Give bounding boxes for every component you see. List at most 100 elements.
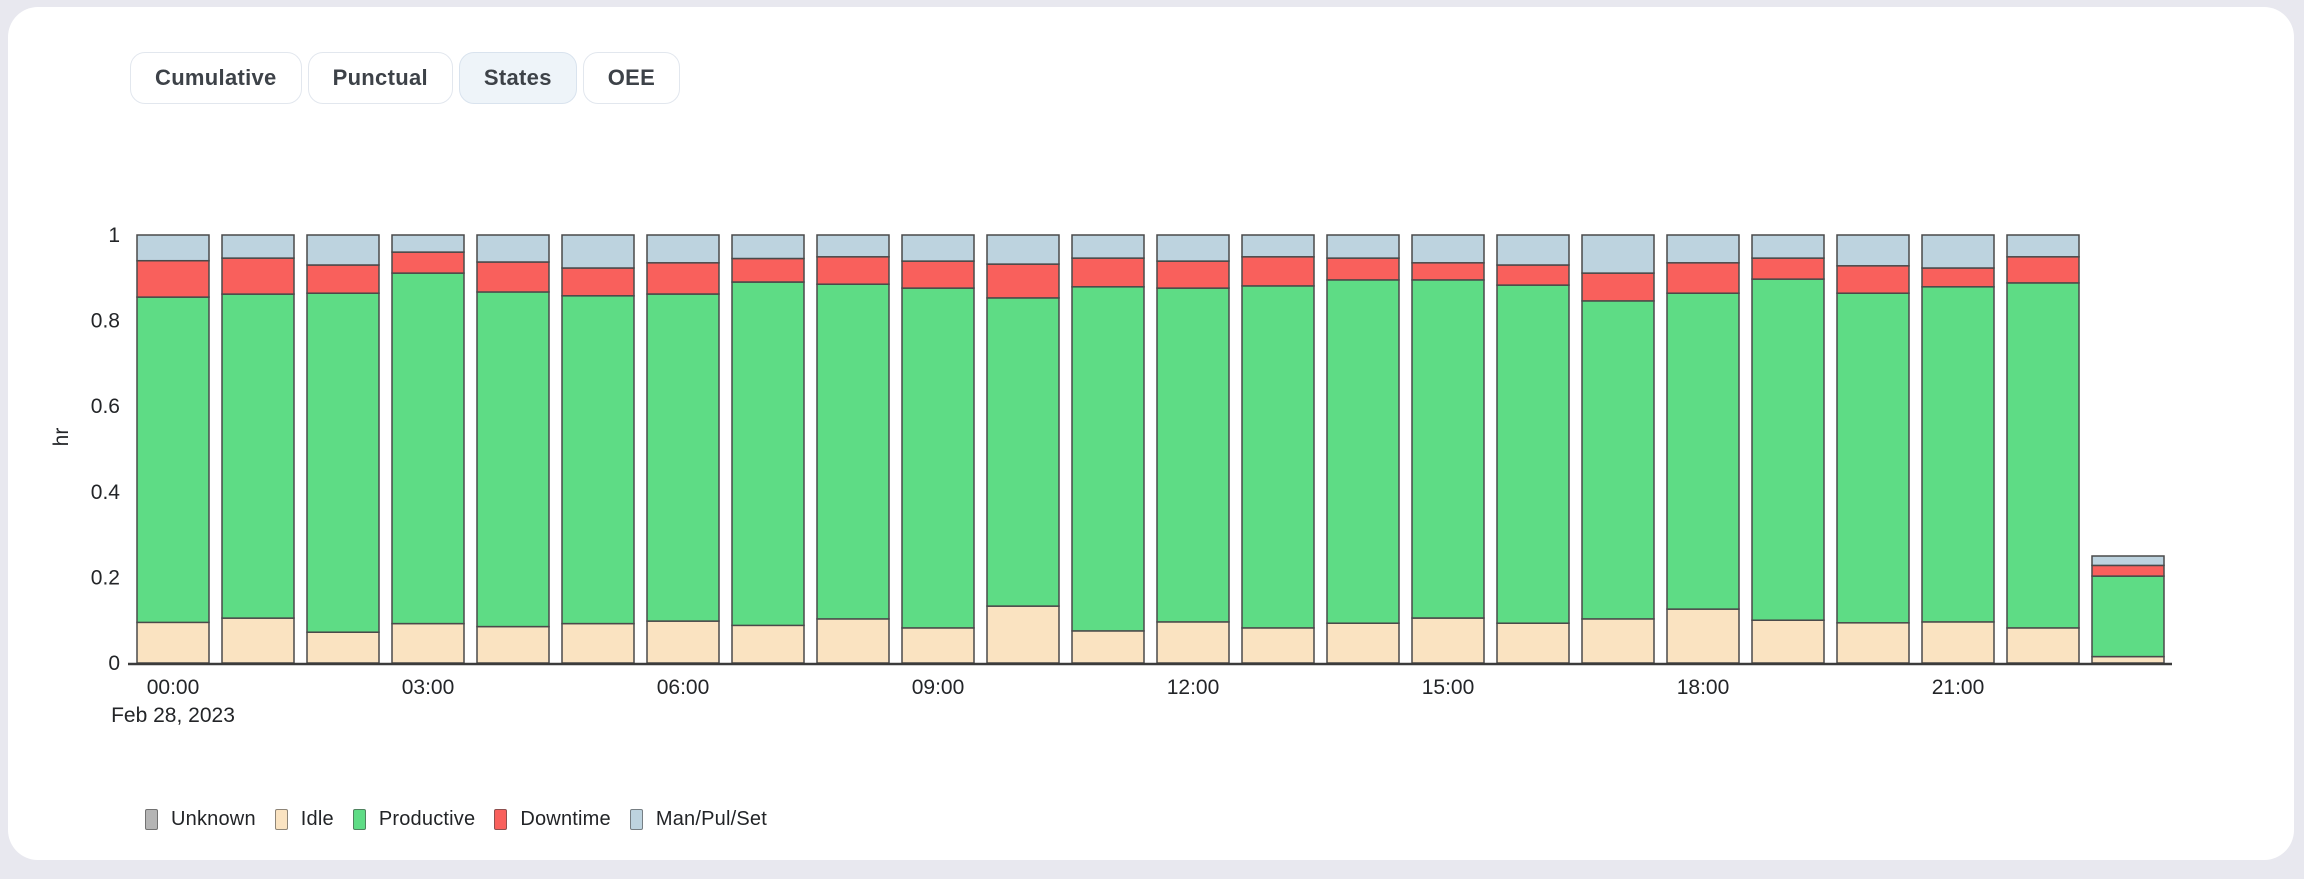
bar-segment-idle-18:00[interactable]: [1666, 608, 1740, 664]
bar-segment-man-pul-set-11:00[interactable]: [1071, 234, 1145, 259]
bar-segment-idle-09:00[interactable]: [901, 627, 975, 664]
bar-segment-idle-14:00[interactable]: [1326, 622, 1400, 664]
legend-item-downtime[interactable]: Downtime: [494, 808, 611, 831]
bar-segment-man-pul-set-23:00[interactable]: [2091, 555, 2165, 567]
bar-segment-productive-17:00[interactable]: [1581, 300, 1655, 620]
bar-segment-idle-05:00[interactable]: [561, 622, 635, 664]
bar-segment-productive-09:00[interactable]: [901, 287, 975, 629]
bar-segment-idle-01:00[interactable]: [221, 617, 295, 664]
bar-segment-idle-19:00[interactable]: [1751, 619, 1825, 664]
bar-segment-man-pul-set-16:00[interactable]: [1496, 234, 1570, 266]
bar-segment-man-pul-set-10:00[interactable]: [986, 234, 1060, 265]
bar-segment-downtime-16:00[interactable]: [1496, 264, 1570, 286]
bar-segment-idle-16:00[interactable]: [1496, 622, 1570, 664]
bar-segment-idle-03:00[interactable]: [391, 622, 465, 664]
bar-segment-idle-04:00[interactable]: [476, 625, 550, 664]
tab-punctual[interactable]: Punctual: [307, 52, 453, 104]
bar-segment-idle-20:00[interactable]: [1836, 622, 1910, 664]
bar-segment-downtime-10:00[interactable]: [986, 263, 1060, 299]
bar-segment-downtime-00:00[interactable]: [136, 259, 210, 298]
bar-segment-productive-08:00[interactable]: [816, 283, 890, 620]
bar-segment-man-pul-set-06:00[interactable]: [646, 234, 720, 264]
bar-segment-downtime-21:00[interactable]: [1921, 267, 1995, 288]
bar-segment-productive-13:00[interactable]: [1241, 285, 1315, 629]
bar-segment-idle-17:00[interactable]: [1581, 618, 1655, 664]
bar-segment-downtime-07:00[interactable]: [731, 257, 805, 283]
legend-item-productive[interactable]: Productive: [352, 808, 476, 831]
legend-item-idle[interactable]: Idle: [274, 808, 334, 831]
bar-segment-man-pul-set-15:00[interactable]: [1411, 234, 1485, 264]
bar-segment-downtime-04:00[interactable]: [476, 261, 550, 293]
bar-segment-idle-02:00[interactable]: [306, 631, 380, 664]
bar-segment-idle-22:00[interactable]: [2006, 627, 2080, 664]
bar-segment-idle-00:00[interactable]: [136, 621, 210, 664]
bar-segment-idle-13:00[interactable]: [1241, 627, 1315, 664]
bar-segment-downtime-05:00[interactable]: [561, 267, 635, 297]
bar-segment-man-pul-set-20:00[interactable]: [1836, 234, 1910, 267]
bar-segment-downtime-08:00[interactable]: [816, 256, 890, 285]
bar-segment-downtime-02:00[interactable]: [306, 264, 380, 294]
bar-segment-idle-23:00[interactable]: [2091, 655, 2165, 664]
bar-segment-downtime-17:00[interactable]: [1581, 272, 1655, 302]
bar-segment-man-pul-set-07:00[interactable]: [731, 234, 805, 260]
bar-segment-downtime-03:00[interactable]: [391, 251, 465, 274]
bar-segment-man-pul-set-03:00[interactable]: [391, 234, 465, 253]
bar-segment-man-pul-set-05:00[interactable]: [561, 234, 635, 269]
bar-segment-downtime-11:00[interactable]: [1071, 257, 1145, 288]
bar-segment-productive-02:00[interactable]: [306, 292, 380, 633]
bar-segment-downtime-19:00[interactable]: [1751, 257, 1825, 280]
bar-segment-downtime-09:00[interactable]: [901, 260, 975, 289]
bar-segment-productive-11:00[interactable]: [1071, 286, 1145, 632]
tab-oee[interactable]: OEE: [582, 52, 681, 104]
bar-segment-idle-10:00[interactable]: [986, 605, 1060, 664]
bar-segment-productive-22:00[interactable]: [2006, 282, 2080, 629]
tab-states[interactable]: States: [458, 52, 577, 104]
bar-segment-downtime-13:00[interactable]: [1241, 256, 1315, 287]
bar-segment-productive-05:00[interactable]: [561, 295, 635, 625]
bar-segment-idle-08:00[interactable]: [816, 618, 890, 664]
bar-segment-downtime-12:00[interactable]: [1156, 260, 1230, 289]
bar-segment-productive-23:00[interactable]: [2091, 575, 2165, 658]
bar-segment-productive-21:00[interactable]: [1921, 286, 1995, 623]
bar-segment-man-pul-set-04:00[interactable]: [476, 234, 550, 263]
bar-segment-downtime-22:00[interactable]: [2006, 256, 2080, 284]
bar-segment-productive-19:00[interactable]: [1751, 278, 1825, 621]
bar-segment-productive-15:00[interactable]: [1411, 279, 1485, 619]
bar-segment-man-pul-set-13:00[interactable]: [1241, 234, 1315, 258]
bar-segment-productive-07:00[interactable]: [731, 281, 805, 627]
tab-cumulative[interactable]: Cumulative: [130, 52, 302, 104]
bar-segment-productive-01:00[interactable]: [221, 293, 295, 619]
bar-segment-productive-04:00[interactable]: [476, 291, 550, 628]
bar-segment-downtime-20:00[interactable]: [1836, 265, 1910, 294]
bar-segment-productive-14:00[interactable]: [1326, 279, 1400, 624]
legend-item-unknown[interactable]: Unknown: [145, 808, 256, 831]
bar-segment-productive-12:00[interactable]: [1156, 287, 1230, 623]
bar-segment-man-pul-set-19:00[interactable]: [1751, 234, 1825, 259]
bar-segment-productive-18:00[interactable]: [1666, 292, 1740, 610]
legend-item-man-pul-set[interactable]: Man/Pul/Set: [629, 808, 767, 831]
bar-segment-productive-03:00[interactable]: [391, 272, 465, 625]
bar-segment-downtime-06:00[interactable]: [646, 262, 720, 295]
bar-segment-man-pul-set-00:00[interactable]: [136, 234, 210, 262]
bar-segment-man-pul-set-12:00[interactable]: [1156, 234, 1230, 262]
bar-segment-man-pul-set-22:00[interactable]: [2006, 234, 2080, 258]
bar-segment-idle-12:00[interactable]: [1156, 621, 1230, 664]
bar-segment-productive-06:00[interactable]: [646, 293, 720, 622]
bar-segment-downtime-01:00[interactable]: [221, 257, 295, 295]
bar-segment-downtime-15:00[interactable]: [1411, 262, 1485, 281]
bar-segment-man-pul-set-08:00[interactable]: [816, 234, 890, 258]
bar-segment-productive-20:00[interactable]: [1836, 292, 1910, 624]
bar-segment-man-pul-set-01:00[interactable]: [221, 234, 295, 259]
bar-segment-idle-21:00[interactable]: [1921, 621, 1995, 664]
bar-segment-idle-06:00[interactable]: [646, 620, 720, 664]
bar-segment-downtime-23:00[interactable]: [2091, 564, 2165, 577]
bar-segment-man-pul-set-09:00[interactable]: [901, 234, 975, 262]
bar-segment-downtime-18:00[interactable]: [1666, 262, 1740, 294]
bar-segment-downtime-14:00[interactable]: [1326, 257, 1400, 281]
bar-segment-man-pul-set-17:00[interactable]: [1581, 234, 1655, 274]
bar-segment-man-pul-set-14:00[interactable]: [1326, 234, 1400, 259]
bar-segment-idle-07:00[interactable]: [731, 624, 805, 664]
bar-segment-idle-11:00[interactable]: [1071, 630, 1145, 664]
bar-segment-productive-00:00[interactable]: [136, 296, 210, 624]
bar-segment-man-pul-set-02:00[interactable]: [306, 234, 380, 266]
